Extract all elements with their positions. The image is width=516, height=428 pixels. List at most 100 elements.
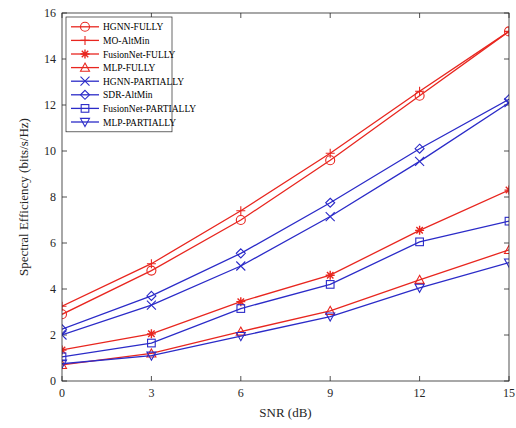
series-marker xyxy=(415,284,424,292)
series-marker xyxy=(147,259,156,268)
series-marker xyxy=(236,216,245,225)
y-tick-right xyxy=(504,151,509,152)
legend-label: FusionNet-FULLY xyxy=(103,50,176,60)
legend-marker xyxy=(81,90,90,99)
legend-line xyxy=(71,26,99,27)
series-marker xyxy=(147,301,156,310)
series-line xyxy=(62,103,509,335)
x-tick-top xyxy=(330,13,331,18)
legend-label: HGNN-PARTIALLY xyxy=(103,77,184,87)
series-marker xyxy=(505,186,510,195)
series-marker xyxy=(147,291,156,300)
series-marker xyxy=(236,249,245,258)
series-marker xyxy=(505,27,510,36)
series-marker xyxy=(62,360,67,368)
series-marker xyxy=(326,271,335,280)
series-marker xyxy=(326,281,334,289)
y-tick-label: 8 xyxy=(50,190,56,204)
y-tick xyxy=(62,151,67,152)
y-tick-right xyxy=(504,59,509,60)
x-tick-label: 15 xyxy=(503,386,515,400)
series-marker xyxy=(505,95,510,104)
x-tick-label: 9 xyxy=(327,386,333,400)
legend-marker xyxy=(81,36,90,45)
series-marker xyxy=(326,149,335,158)
y-tick-right xyxy=(504,243,509,244)
x-tick xyxy=(419,376,420,381)
series-marker xyxy=(236,262,245,271)
series-marker xyxy=(415,144,424,153)
y-tick-right xyxy=(504,335,509,336)
y-tick-right xyxy=(504,289,509,290)
y-tick-right xyxy=(504,197,509,198)
series-marker xyxy=(326,313,335,321)
x-tick xyxy=(330,376,331,381)
series-marker xyxy=(415,157,424,166)
x-tick-top xyxy=(240,13,241,18)
y-tick-label: 6 xyxy=(50,236,56,250)
legend-line xyxy=(71,121,99,122)
y-tick xyxy=(62,243,67,244)
y-tick xyxy=(62,289,67,290)
legend-label: MO-AltMin xyxy=(103,36,150,46)
legend-marker xyxy=(81,118,90,126)
legend-marker xyxy=(81,77,90,86)
x-tick-label: 0 xyxy=(59,386,65,400)
plot-bg xyxy=(62,13,509,381)
y-tick-label: 4 xyxy=(50,282,56,296)
series-line xyxy=(62,99,509,329)
x-tick-top xyxy=(419,13,420,18)
legend-label: FusionNet-PARTIALLY xyxy=(103,104,196,114)
legend-box xyxy=(66,17,172,132)
series-marker xyxy=(415,226,424,235)
legend-label: MLP-PARTIALLY xyxy=(103,118,176,128)
series-marker xyxy=(416,238,424,246)
series-marker xyxy=(326,212,335,221)
series-marker xyxy=(505,245,510,253)
y-tick-label: 0 xyxy=(50,374,56,388)
series-marker xyxy=(62,310,67,319)
series-marker xyxy=(505,217,509,225)
x-tick xyxy=(240,376,241,381)
series-marker xyxy=(237,305,245,313)
y-tick-label: 16 xyxy=(44,6,56,20)
y-tick xyxy=(62,197,67,198)
legend-marker xyxy=(81,50,90,59)
legend: HGNN-FULLY MO-AltMin FusionNet-FULLY MLP-FU… xyxy=(66,17,196,132)
series-line xyxy=(62,31,509,306)
y-tick-label: 2 xyxy=(50,328,56,342)
x-tick-label: 12 xyxy=(414,386,426,400)
legend-line xyxy=(71,108,99,109)
legend-line xyxy=(71,67,99,68)
legend-marker xyxy=(81,105,89,113)
legend-marker xyxy=(81,63,90,71)
series-marker xyxy=(505,259,510,267)
legend-label: MLP-FULLY xyxy=(103,63,155,73)
legend-label: HGNN-FULLY xyxy=(103,22,163,32)
series-marker xyxy=(62,325,67,334)
chart: 036912150246810121416SNR (dB)Spectral Ef… xyxy=(0,0,516,428)
y-axis-label: Spectral Efficiency (bits/s/Hz) xyxy=(16,118,31,276)
series-line xyxy=(62,263,509,364)
x-axis-label: SNR (dB) xyxy=(259,405,311,420)
series-marker xyxy=(62,353,66,361)
x-tick-label: 6 xyxy=(238,386,244,400)
data-group xyxy=(62,27,509,369)
legend-marker xyxy=(81,22,90,31)
series-marker xyxy=(326,198,335,207)
legend-label: SDR-AltMin xyxy=(103,90,153,100)
series-marker xyxy=(415,275,424,283)
plot-frame xyxy=(62,13,509,381)
series-marker xyxy=(62,302,67,311)
series-marker xyxy=(236,206,245,215)
x-tick xyxy=(151,376,152,381)
series-marker xyxy=(415,87,424,96)
series-marker xyxy=(62,360,67,368)
series-marker xyxy=(147,329,156,338)
y-tick-label: 10 xyxy=(44,144,56,158)
x-tick-label: 3 xyxy=(148,386,154,400)
series-line xyxy=(62,250,509,365)
y-tick-label: 14 xyxy=(44,52,56,66)
legend-line xyxy=(71,94,99,95)
series-line xyxy=(62,221,509,357)
